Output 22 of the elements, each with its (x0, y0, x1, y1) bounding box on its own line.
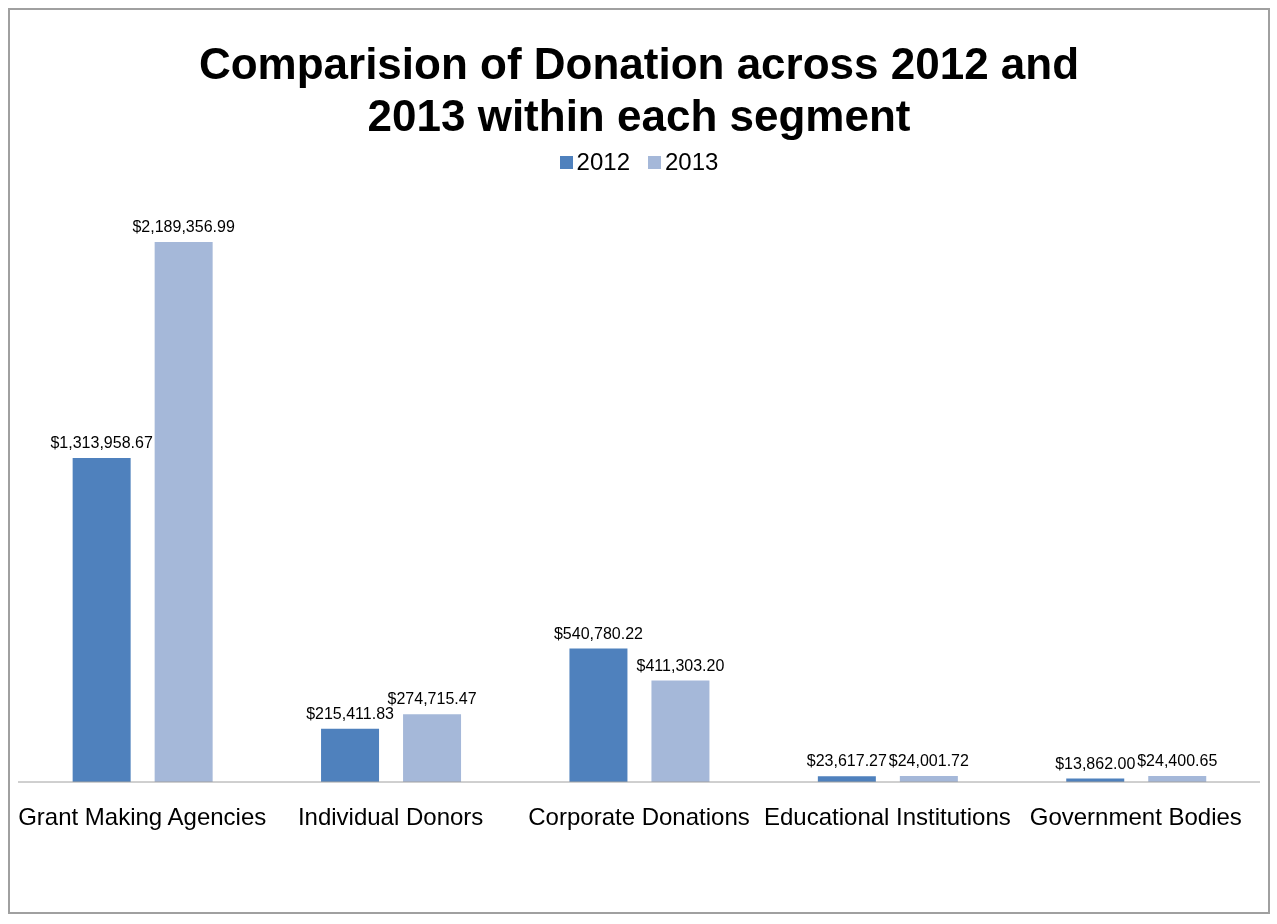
bar (569, 648, 628, 782)
data-label: $540,780.22 (553, 624, 644, 642)
chart-title: Comparision of Donation across 2012 and 2013 within each segment (197, 38, 1081, 142)
bar (321, 728, 380, 782)
x-tick-label: Corporate Donations (528, 803, 750, 831)
data-label: $2,189,356.99 (132, 218, 235, 235)
data-label: $24,400.65 (1137, 751, 1218, 769)
data-label: $24,001.72 (888, 752, 969, 770)
data-label: $1,313,958.67 (50, 433, 153, 451)
data-label: $13,862.00 (1055, 754, 1136, 772)
bar (403, 714, 462, 782)
legend-label: 2013 (665, 148, 719, 176)
x-tick-label: Grant Making Agencies (18, 803, 267, 831)
data-label: $23,617.27 (806, 752, 887, 770)
x-tick-label: Educational Institutions (763, 803, 1011, 831)
bar (651, 680, 710, 782)
bar (72, 457, 131, 782)
bar (154, 242, 213, 782)
x-tick-label: Government Bodies (1029, 803, 1242, 831)
x-tick-label: Individual Donors (297, 803, 484, 831)
data-label: $411,303.20 (636, 656, 725, 674)
legend-label: 2012 (576, 148, 630, 176)
